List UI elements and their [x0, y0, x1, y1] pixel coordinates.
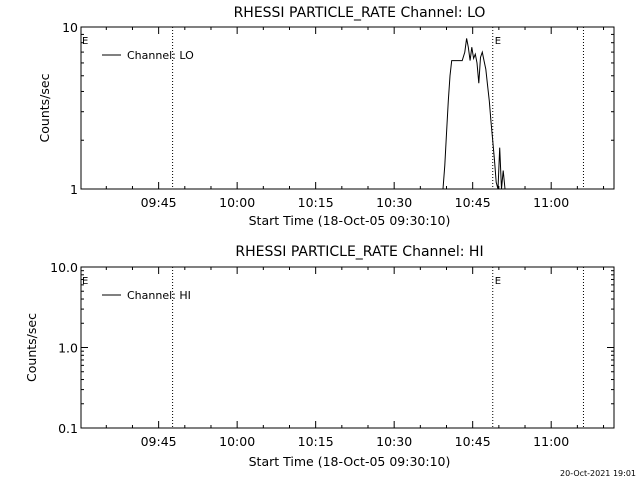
chart-panel-1: RHESSI PARTICLE_RATE Channel: LO 09:45 10:…	[37, 5, 615, 228]
marker-label-left: E	[82, 276, 88, 287]
y-tick-label: 1.0	[58, 341, 78, 356]
plot-frame	[80, 26, 615, 190]
x-tick-label: 10:30	[376, 434, 412, 449]
timestamp: 20-Oct-2021 19:01	[560, 469, 636, 478]
y-axis-label: Counts/sec	[24, 313, 39, 382]
x-tick-label: 09:45	[141, 434, 177, 449]
marker-label: E	[495, 36, 501, 47]
marker-label-left: E	[82, 36, 88, 47]
x-axis-label: Start Time (18-Oct-05 09:30:10)	[249, 454, 451, 469]
x-tick-label: 09:45	[141, 195, 177, 210]
x-tick-label: 10:00	[219, 195, 255, 210]
y-tick-label: 0.1	[58, 421, 78, 436]
marker-label: E	[495, 276, 501, 287]
chart-title: RHESSI PARTICLE_RATE Channel: HI	[235, 244, 483, 260]
series-line	[442, 38, 506, 190]
x-axis-label: Start Time (18-Oct-05 09:30:10)	[249, 213, 451, 228]
y-axis-label: Counts/sec	[37, 73, 52, 142]
chart-title: RHESSI PARTICLE_RATE Channel: LO	[234, 5, 486, 21]
y-tick-label: 1	[70, 182, 78, 197]
x-tick-label: 10:45	[455, 434, 491, 449]
x-tick-label: 11:00	[533, 195, 569, 210]
x-tick-label: 10:30	[376, 195, 412, 210]
x-tick-label: 10:45	[455, 195, 491, 210]
y-tick-label: 10.0	[50, 260, 78, 275]
y-tick-label: 10	[62, 20, 78, 35]
legend-entry: Channel: LO	[127, 49, 194, 62]
x-tick-label: 10:15	[298, 195, 334, 210]
chart-panel-2: RHESSI PARTICLE_RATE Channel: HI 09:45 10:…	[24, 244, 615, 469]
x-tick-label: 11:00	[533, 434, 569, 449]
legend-entry: Channel: HI	[127, 289, 191, 302]
x-tick-label: 10:15	[298, 434, 334, 449]
x-tick-label: 10:00	[219, 434, 255, 449]
